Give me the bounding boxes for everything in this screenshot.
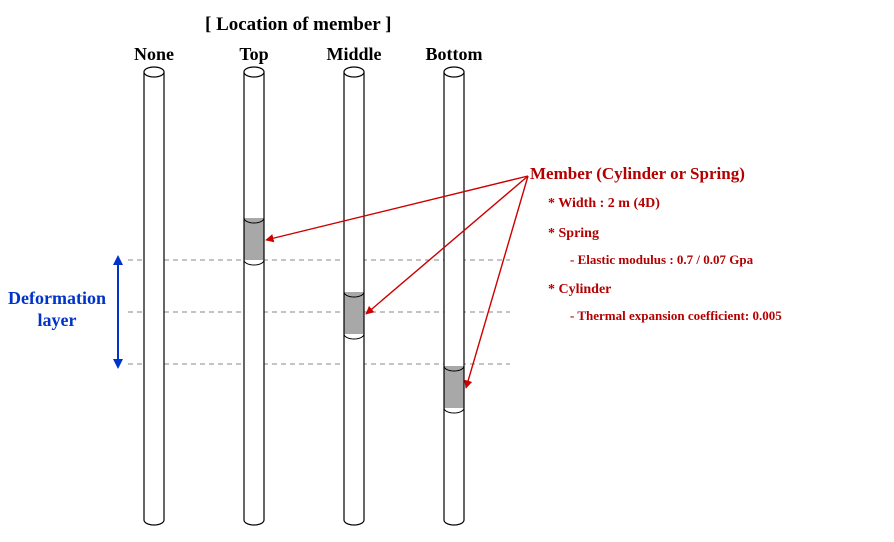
diagram-svg (0, 0, 894, 542)
pile-1 (244, 67, 264, 525)
pile-2 (344, 67, 364, 525)
callout-arrow-0 (266, 176, 528, 240)
pile-3 (444, 67, 464, 525)
member-segment-2 (344, 292, 364, 334)
pile-0 (144, 67, 164, 525)
callout-arrows (266, 176, 528, 388)
piles-group (144, 67, 464, 525)
member-segment-3 (444, 366, 464, 408)
member-segment-1 (244, 218, 264, 260)
callout-arrow-2 (466, 176, 528, 388)
